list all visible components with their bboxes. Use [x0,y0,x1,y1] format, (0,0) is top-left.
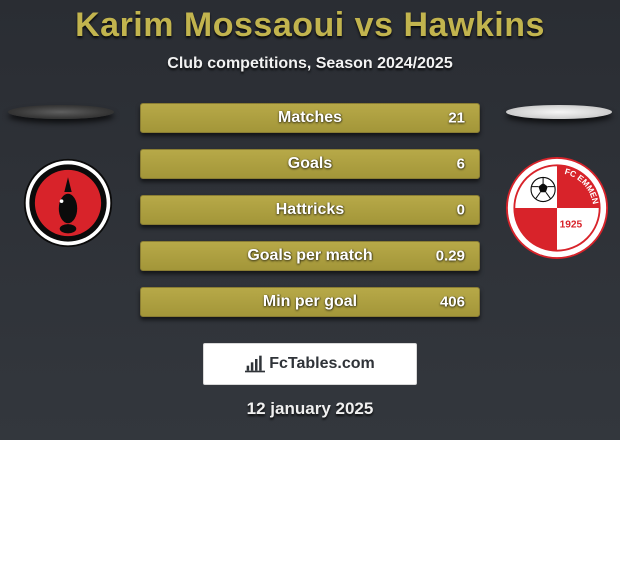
team-left-badge [22,157,114,249]
stat-label: Goals per match [247,247,372,265]
team-right-badge: FC EMMEN 1925 [506,157,608,259]
team-right-badge-icon: FC EMMEN 1925 [506,157,608,259]
fctables-label: FcTables.com [269,355,375,373]
barchart-icon [245,355,265,373]
date-label: 12 january 2025 [0,399,620,419]
fctables-badge[interactable]: FcTables.com [203,343,417,385]
stat-label: Hattricks [276,201,344,219]
stat-bar: Matches 21 [140,103,480,133]
comparison-card: Karim Mossaoui vs Hawkins Club competiti… [0,0,620,440]
pedestal-left [8,105,114,119]
svg-text:1925: 1925 [560,219,583,230]
pedestal-right [506,105,612,119]
stat-value: 0.29 [436,248,465,265]
stat-bar: Min per goal 406 [140,287,480,317]
stat-bar: Goals 6 [140,149,480,179]
stat-bar: Goals per match 0.29 [140,241,480,271]
stat-value: 406 [440,294,465,311]
stat-label: Min per goal [263,293,357,311]
stat-bar: Hattricks 0 [140,195,480,225]
stats-area: FC EMMEN 1925 Matches 21 Goals 6 Hattric… [0,103,620,333]
stat-value: 6 [457,156,465,173]
team-left-badge-icon [22,157,114,249]
subtitle: Club competitions, Season 2024/2025 [0,55,620,73]
stat-label: Matches [278,109,342,127]
stat-value: 21 [448,110,465,127]
stat-label: Goals [288,155,332,173]
stat-value: 0 [457,202,465,219]
stat-bars: Matches 21 Goals 6 Hattricks 0 Goals per… [140,103,480,333]
page-title: Karim Mossaoui vs Hawkins [0,0,620,45]
